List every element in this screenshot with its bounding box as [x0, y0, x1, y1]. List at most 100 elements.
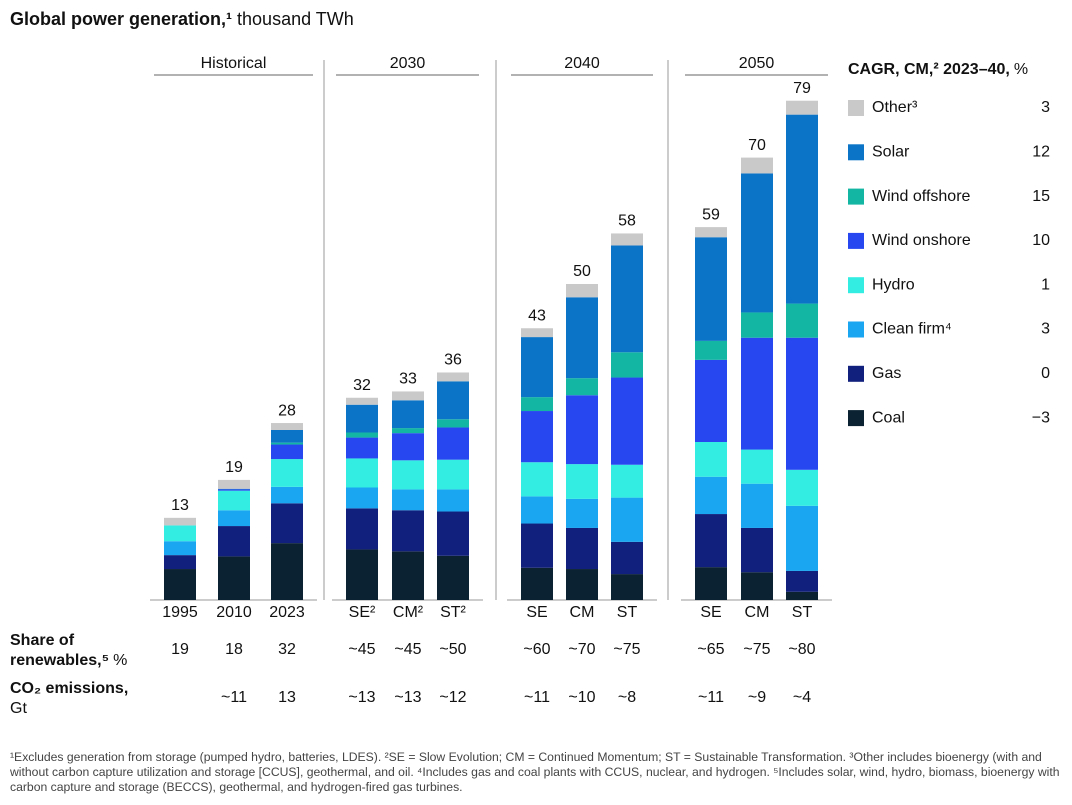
row-label-2: Gt [10, 700, 27, 717]
bar-segment [741, 449, 773, 484]
legend-swatch [848, 410, 864, 427]
bar-segment [566, 527, 598, 570]
row-value: 19 [171, 641, 189, 658]
bar-segment [521, 397, 553, 412]
row-value: ~4 [793, 689, 811, 706]
bar-segment [164, 517, 196, 526]
bar-segment [437, 459, 469, 490]
x-tick-label: CM [745, 604, 770, 621]
bar-segment [611, 464, 643, 498]
x-tick-label: CM² [393, 604, 424, 621]
x-tick-label: SE [700, 604, 721, 621]
total-label: 59 [702, 206, 720, 223]
legend-label: Other³ [872, 99, 918, 116]
legend-label: Wind offshore [872, 188, 971, 205]
row-value: 32 [278, 641, 296, 658]
bar-segment [786, 570, 818, 592]
bar-segment [566, 569, 598, 600]
total-label: 13 [171, 497, 189, 514]
row-label-2: renewables,⁵% [10, 652, 127, 669]
row-value: ~13 [394, 689, 421, 706]
bar-segment [437, 489, 469, 512]
bar-segment [437, 427, 469, 460]
legend-unit: % [1014, 61, 1028, 78]
bar-segment [218, 488, 250, 490]
bar-segment [566, 297, 598, 379]
bar-segment [271, 459, 303, 487]
bar-segment [392, 510, 424, 552]
legend-label: Gas [872, 365, 901, 382]
bar-segment [695, 237, 727, 341]
bar-segment [271, 423, 303, 430]
bar-segment [437, 511, 469, 556]
bar-segment [611, 233, 643, 246]
bar-segment [346, 508, 378, 550]
legend-cagr: 15 [1032, 188, 1050, 205]
bar-segment [611, 352, 643, 378]
legend-swatch [848, 188, 864, 205]
total-label: 36 [444, 352, 462, 369]
bar-segment [741, 572, 773, 600]
x-tick-label: SE [526, 604, 547, 621]
bar-segment [392, 551, 424, 600]
row-value: ~9 [748, 689, 766, 706]
legend-title: CAGR, CM,² 2023–40,% [848, 61, 1028, 78]
legend-label: Hydro [872, 276, 915, 293]
total-label: 70 [748, 137, 766, 154]
group-label: 2040 [564, 55, 600, 72]
row-value: 13 [278, 689, 296, 706]
bar-segment [521, 411, 553, 463]
bar-segment [346, 432, 378, 438]
legend-label: Wind onshore [872, 232, 971, 249]
row-value: ~13 [348, 689, 375, 706]
row-value: ~65 [697, 641, 724, 658]
bar-segment [271, 442, 303, 445]
legend-swatch [848, 277, 864, 294]
row-value: ~10 [568, 689, 595, 706]
bar-segment [392, 489, 424, 511]
bar-segment [271, 444, 303, 460]
bar-segment [218, 556, 250, 600]
x-tick-label: ST [792, 604, 813, 621]
legend-cagr: −3 [1032, 409, 1050, 426]
bar-segment [392, 391, 424, 401]
row-value: ~80 [788, 641, 815, 658]
legend-cagr: 1 [1041, 276, 1050, 293]
row-value: ~11 [221, 689, 247, 706]
bar-segment [566, 395, 598, 465]
legend-swatch [848, 144, 864, 161]
bar-segment [786, 505, 818, 571]
subtitle: thousand TWh [237, 9, 354, 29]
total-label: 28 [278, 402, 296, 419]
row-label: CO₂ emissions, [10, 680, 128, 697]
legend-title-text: CAGR, CM,² 2023–40, [848, 61, 1010, 78]
bar-segment [695, 476, 727, 515]
x-tick-label: 2010 [216, 604, 252, 621]
bar-segment [566, 464, 598, 499]
row-value: ~45 [348, 641, 375, 658]
bar-segment [218, 526, 250, 557]
x-tick-label: 1995 [162, 604, 198, 621]
bar-segment [521, 462, 553, 497]
legend-label: Coal [872, 409, 905, 426]
bar-segment [392, 433, 424, 461]
row-value: ~8 [618, 689, 636, 706]
bar-segment [786, 100, 818, 115]
row-label: Share of [10, 632, 75, 649]
total-label: 79 [793, 80, 811, 97]
legend-cagr: 3 [1041, 321, 1050, 338]
row-value: ~60 [523, 641, 550, 658]
group-label: 2050 [739, 55, 775, 72]
row-value: ~12 [439, 689, 466, 706]
bar-segment [566, 378, 598, 396]
row-value: ~45 [394, 641, 421, 658]
legend-cagr: 12 [1032, 144, 1050, 161]
row-value: ~50 [439, 641, 466, 658]
total-label: 32 [353, 377, 371, 394]
bar-segment [695, 442, 727, 477]
row-value: ~11 [524, 689, 550, 706]
x-tick-label: ST² [440, 604, 466, 621]
bar-segment [271, 486, 303, 504]
bar-segment [521, 523, 553, 568]
